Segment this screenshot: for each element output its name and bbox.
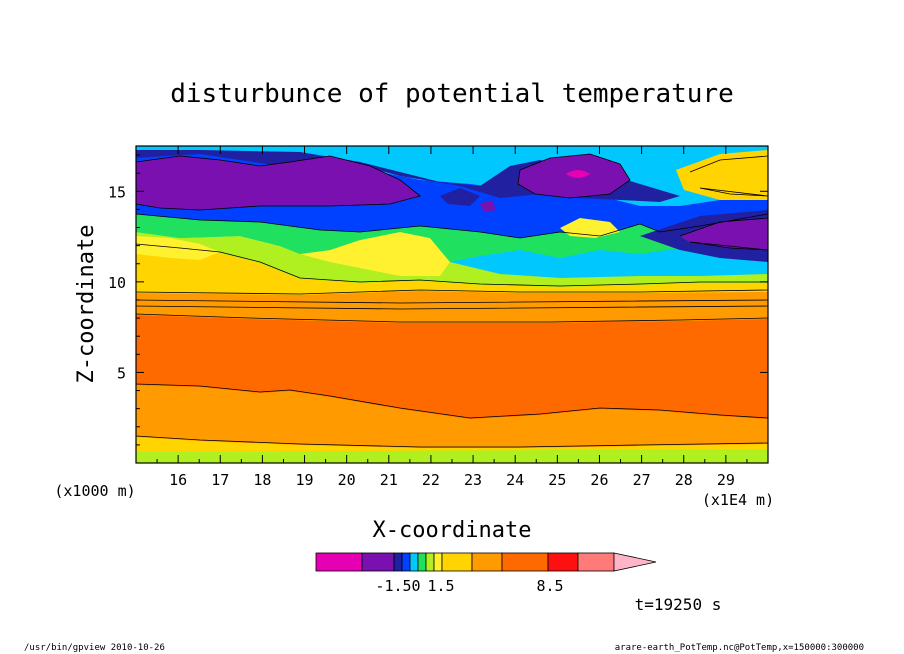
x-tick-label: 25 xyxy=(548,471,566,489)
contour-band-darkorange-core xyxy=(136,314,768,419)
footer-right: arare-earth_PotTemp.nc@PotTemp,x=150000:… xyxy=(615,643,864,653)
x-axis-label: X-coordinate xyxy=(373,518,532,543)
colorbar-cell xyxy=(361,552,395,572)
colorbar-cell xyxy=(425,552,435,572)
x-tick-label: 23 xyxy=(464,471,482,489)
x-tick-label: 21 xyxy=(380,471,398,489)
colorbar-label: 1.5 xyxy=(427,577,454,595)
chart-title: disturbunce of potential temperature xyxy=(170,79,734,109)
x-tick-label: 18 xyxy=(253,471,271,489)
contour-band-purple-topleft xyxy=(136,156,420,210)
colorbar-arrow xyxy=(613,552,657,572)
contour-band-lime-bottom xyxy=(136,448,768,463)
contour-band-gold-upper xyxy=(136,244,768,295)
colorbar-cell xyxy=(433,552,443,572)
colorbar-labels: -1.50 1.5 8.5 xyxy=(375,577,563,595)
contour-band-yellow-island xyxy=(560,218,620,238)
time-annotation: t=19250 s xyxy=(635,595,722,614)
contour-band-lime-mid xyxy=(136,232,768,287)
y-axis-unit: (x1000 m) xyxy=(54,482,135,500)
colorbar xyxy=(315,552,657,572)
colorbar-cell xyxy=(547,552,579,572)
contour-band-navy-island xyxy=(440,188,480,206)
x-tick-label: 24 xyxy=(506,471,524,489)
colorbar-cell xyxy=(401,552,411,572)
contour-band-green-upper xyxy=(136,214,768,262)
plot-area: 16 17 18 19 20 21 22 23 24 25 26 27 28 29 5 10 15 xyxy=(108,145,769,489)
x-axis-ticks: 16 17 18 19 20 21 22 23 24 25 26 27 28 29 xyxy=(156,146,748,489)
colorbar-label: -1.50 xyxy=(375,577,420,595)
x-tick-label: 19 xyxy=(296,471,314,489)
contour-band-gold-topright xyxy=(676,150,768,200)
x-tick-label: 28 xyxy=(675,471,693,489)
contour-band-yellow-mid xyxy=(300,232,450,276)
x-tick-label: 20 xyxy=(338,471,356,489)
colorbar-cell xyxy=(577,552,615,572)
x-tick-label: 22 xyxy=(422,471,440,489)
y-axis-label: Z-coordinate xyxy=(74,225,99,384)
x-tick-label: 17 xyxy=(211,471,229,489)
x-tick-label: 27 xyxy=(633,471,651,489)
contour-band-gold-bottom xyxy=(136,436,768,452)
colorbar-cell xyxy=(441,552,473,572)
colorbar-cell xyxy=(409,552,419,572)
contour-band-magenta-core xyxy=(566,170,590,178)
colorbar-cell xyxy=(417,552,427,572)
colorbar-label: 8.5 xyxy=(536,577,563,595)
x-tick-label: 29 xyxy=(717,471,735,489)
y-tick-label: 15 xyxy=(108,183,126,201)
x-tick-label: 26 xyxy=(590,471,608,489)
y-tick-label: 5 xyxy=(117,364,126,382)
x-axis-unit: (x1E4 m) xyxy=(702,491,774,509)
x-tick-label: 16 xyxy=(169,471,187,489)
contour-band-purple-right xyxy=(680,218,768,250)
colorbar-cell xyxy=(501,552,549,572)
contour-lines xyxy=(136,153,768,448)
contour-band-purple-island xyxy=(480,200,496,212)
contour-band-navy-right xyxy=(640,210,768,262)
colorbar-cell xyxy=(393,552,403,572)
y-axis-ticks: 5 10 15 xyxy=(108,154,768,446)
colorbar-cell xyxy=(315,552,363,572)
y-tick-label: 10 xyxy=(108,274,126,292)
footer-left: /usr/bin/gpview 2010-10-26 xyxy=(24,643,165,653)
colorbar-cell xyxy=(471,552,503,572)
contour-band-orange-upper xyxy=(136,290,768,323)
